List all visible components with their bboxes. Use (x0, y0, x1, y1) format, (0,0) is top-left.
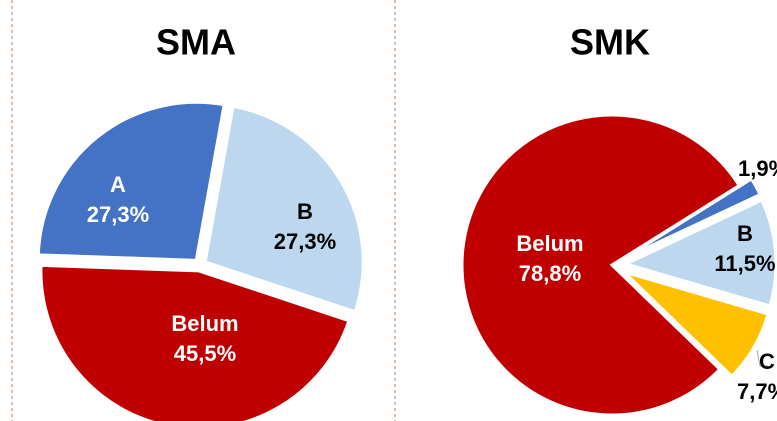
value-label: 27,3% (87, 202, 149, 227)
pie-slice (621, 198, 777, 308)
chart-title: SMK (570, 22, 650, 63)
value-label: 78,8% (519, 261, 581, 286)
pie-slice (623, 176, 763, 260)
pie-slice (203, 104, 365, 314)
chart-title: SMA (156, 22, 236, 63)
slice-label: C (759, 349, 775, 374)
slice-label: A (110, 172, 126, 197)
value-label: 7,7% (737, 379, 777, 404)
value-label: 27,3% (274, 229, 336, 254)
slice-label: B (297, 199, 313, 224)
value-label: 1,9% (738, 156, 777, 181)
leader-line (756, 349, 768, 367)
slice-label: Belum (516, 231, 583, 256)
slice-label: B (737, 221, 753, 246)
pie-slice (39, 263, 351, 421)
value-label: 45,5% (174, 341, 236, 366)
value-label: 11,5% (714, 251, 775, 276)
slice-label: Belum (171, 311, 238, 336)
pie-slice (623, 270, 770, 379)
pie-slice (460, 113, 742, 417)
pie-slice (36, 100, 226, 262)
